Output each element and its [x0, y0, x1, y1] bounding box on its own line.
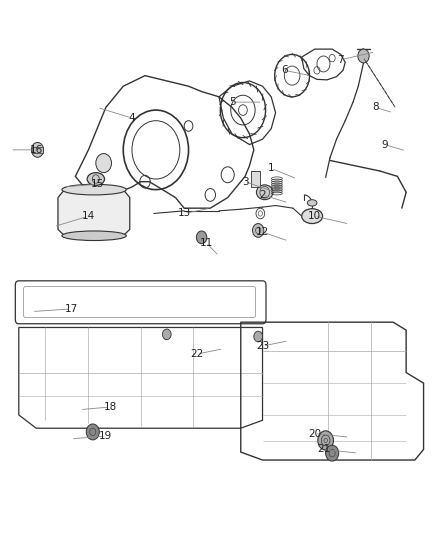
Ellipse shape: [62, 184, 126, 195]
Text: 2: 2: [259, 190, 266, 200]
Text: 18: 18: [103, 402, 117, 412]
Text: 16: 16: [30, 145, 43, 155]
Text: 13: 13: [177, 208, 191, 219]
Ellipse shape: [307, 200, 317, 206]
Circle shape: [162, 329, 171, 340]
Text: 11: 11: [199, 238, 212, 248]
Circle shape: [254, 331, 262, 342]
Text: 8: 8: [372, 102, 379, 112]
Text: 9: 9: [381, 140, 388, 150]
Text: 3: 3: [242, 176, 248, 187]
Bar: [32, 147, 43, 152]
Text: 17: 17: [64, 304, 78, 314]
Text: 22: 22: [191, 349, 204, 359]
Text: 12: 12: [256, 227, 269, 237]
Circle shape: [318, 431, 333, 450]
Circle shape: [253, 223, 264, 237]
Polygon shape: [58, 190, 130, 236]
Text: 7: 7: [338, 55, 344, 64]
Text: 15: 15: [91, 179, 104, 189]
Ellipse shape: [62, 231, 126, 240]
Text: 23: 23: [256, 341, 269, 351]
Ellipse shape: [256, 185, 273, 200]
Circle shape: [325, 445, 339, 461]
Ellipse shape: [87, 173, 105, 185]
Text: 4: 4: [129, 113, 135, 123]
Text: 10: 10: [308, 211, 321, 221]
Circle shape: [32, 142, 44, 157]
Text: 1: 1: [268, 164, 275, 173]
Circle shape: [96, 154, 112, 173]
Circle shape: [358, 49, 369, 63]
Text: 21: 21: [317, 445, 330, 455]
Text: 20: 20: [308, 429, 321, 439]
Text: 5: 5: [229, 97, 235, 107]
Circle shape: [196, 231, 207, 244]
Ellipse shape: [302, 209, 322, 223]
Text: 19: 19: [99, 431, 113, 441]
Circle shape: [86, 424, 99, 440]
Text: 14: 14: [82, 211, 95, 221]
Bar: [251, 171, 260, 187]
Text: 6: 6: [281, 66, 288, 75]
